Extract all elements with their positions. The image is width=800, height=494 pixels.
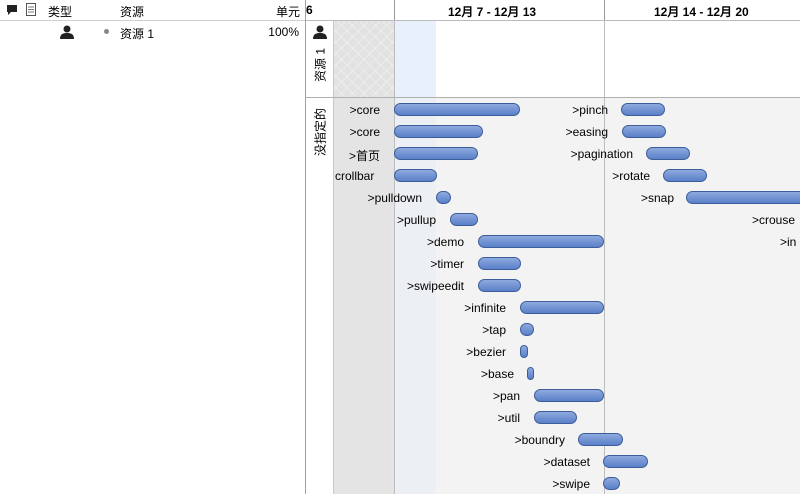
task-bar[interactable]	[394, 147, 478, 160]
task-label: >pinch	[572, 103, 608, 117]
panel-splitter[interactable]	[305, 0, 306, 494]
task-label: >tap	[482, 323, 506, 337]
task-label: >dataset	[543, 455, 590, 469]
task-bar[interactable]	[534, 411, 577, 424]
task-bar[interactable]	[622, 125, 666, 138]
section-label-resource: 资源 1	[306, 21, 334, 97]
column-header-type[interactable]: 类型	[48, 5, 73, 19]
task-bar[interactable]	[534, 389, 604, 402]
task-label: >base	[480, 367, 514, 381]
section-title: 资源 1	[313, 48, 327, 83]
task-label: >timer	[430, 257, 464, 271]
task-label: >demo	[426, 235, 464, 249]
timeline-header: 6 12月 7 - 12月 13 12月 14 - 12月 20	[306, 0, 800, 21]
column-header-unit[interactable]: 单元	[276, 5, 301, 19]
task-bar[interactable]	[646, 147, 690, 160]
person-icon	[60, 25, 74, 39]
task-label: >pagination	[570, 147, 633, 161]
task-bar[interactable]	[394, 125, 483, 138]
resource-name[interactable]: 资源 1	[120, 27, 155, 41]
week-separator	[604, 0, 605, 20]
section-label-unassigned: 没指定的	[306, 98, 334, 494]
task-bar[interactable]	[450, 213, 478, 226]
task-label: >首页	[348, 149, 380, 163]
task-bar[interactable]	[520, 323, 534, 336]
task-label: >infinite	[464, 301, 506, 315]
resource-table-header: 类型 资源 单元	[0, 0, 306, 21]
task-label: crollbar	[335, 169, 375, 183]
task-label: >in	[780, 235, 797, 249]
task-bar[interactable]	[603, 455, 648, 468]
task-bar[interactable]	[394, 169, 437, 182]
bullet-icon	[104, 29, 109, 34]
section-separator	[306, 97, 800, 98]
week-label: 12月 14 - 12月 20	[654, 5, 749, 19]
resource-unit[interactable]: 100%	[268, 25, 299, 39]
task-bar[interactable]	[578, 433, 623, 446]
task-label: >boundry	[514, 433, 565, 447]
task-bar[interactable]	[520, 301, 604, 314]
task-bar[interactable]	[527, 367, 534, 380]
task-label: >pullup	[396, 213, 436, 227]
gantt-chart: 6 12月 7 - 12月 13 12月 14 - 12月 20 资源 1 没指…	[306, 0, 800, 494]
resource-table: 类型 资源 单元 资源 1 100%	[0, 0, 306, 494]
task-label: >easing	[565, 125, 608, 139]
task-bar[interactable]	[603, 477, 620, 490]
weekend-shading	[334, 98, 394, 494]
task-label: >pulldown	[367, 191, 422, 205]
comment-icon	[7, 5, 17, 15]
today-highlight	[394, 98, 436, 494]
task-label: >rotate	[612, 169, 650, 183]
task-label: >swipeedit	[406, 279, 464, 293]
task-label: >pan	[492, 389, 520, 403]
week-gridline	[394, 21, 395, 494]
table-row[interactable]: 资源 1 100%	[0, 22, 306, 42]
task-label: >swipe	[552, 477, 590, 491]
task-label: >bezier	[466, 345, 506, 359]
task-bar[interactable]	[436, 191, 451, 204]
task-bar[interactable]	[478, 235, 604, 248]
week-gridline	[604, 21, 605, 494]
task-bar[interactable]	[621, 103, 665, 116]
task-label: >core	[349, 103, 380, 117]
person-icon	[313, 25, 327, 39]
task-label: >snap	[640, 191, 674, 205]
task-bar[interactable]	[663, 169, 707, 182]
task-bar[interactable]	[520, 345, 528, 358]
task-label: >core	[349, 125, 380, 139]
week-label: 12月 7 - 12月 13	[448, 5, 537, 19]
task-bar[interactable]	[478, 257, 521, 270]
column-header-resource[interactable]: 资源	[120, 5, 145, 19]
task-label: >crouse	[752, 213, 796, 227]
task-label: >util	[497, 411, 520, 425]
task-bar[interactable]	[686, 191, 800, 204]
task-bar[interactable]	[394, 103, 520, 116]
task-bar[interactable]	[478, 279, 521, 292]
document-icon	[26, 3, 36, 16]
week-label: 6	[306, 3, 313, 17]
section-title: 没指定的	[313, 107, 327, 157]
week-separator	[394, 0, 395, 20]
